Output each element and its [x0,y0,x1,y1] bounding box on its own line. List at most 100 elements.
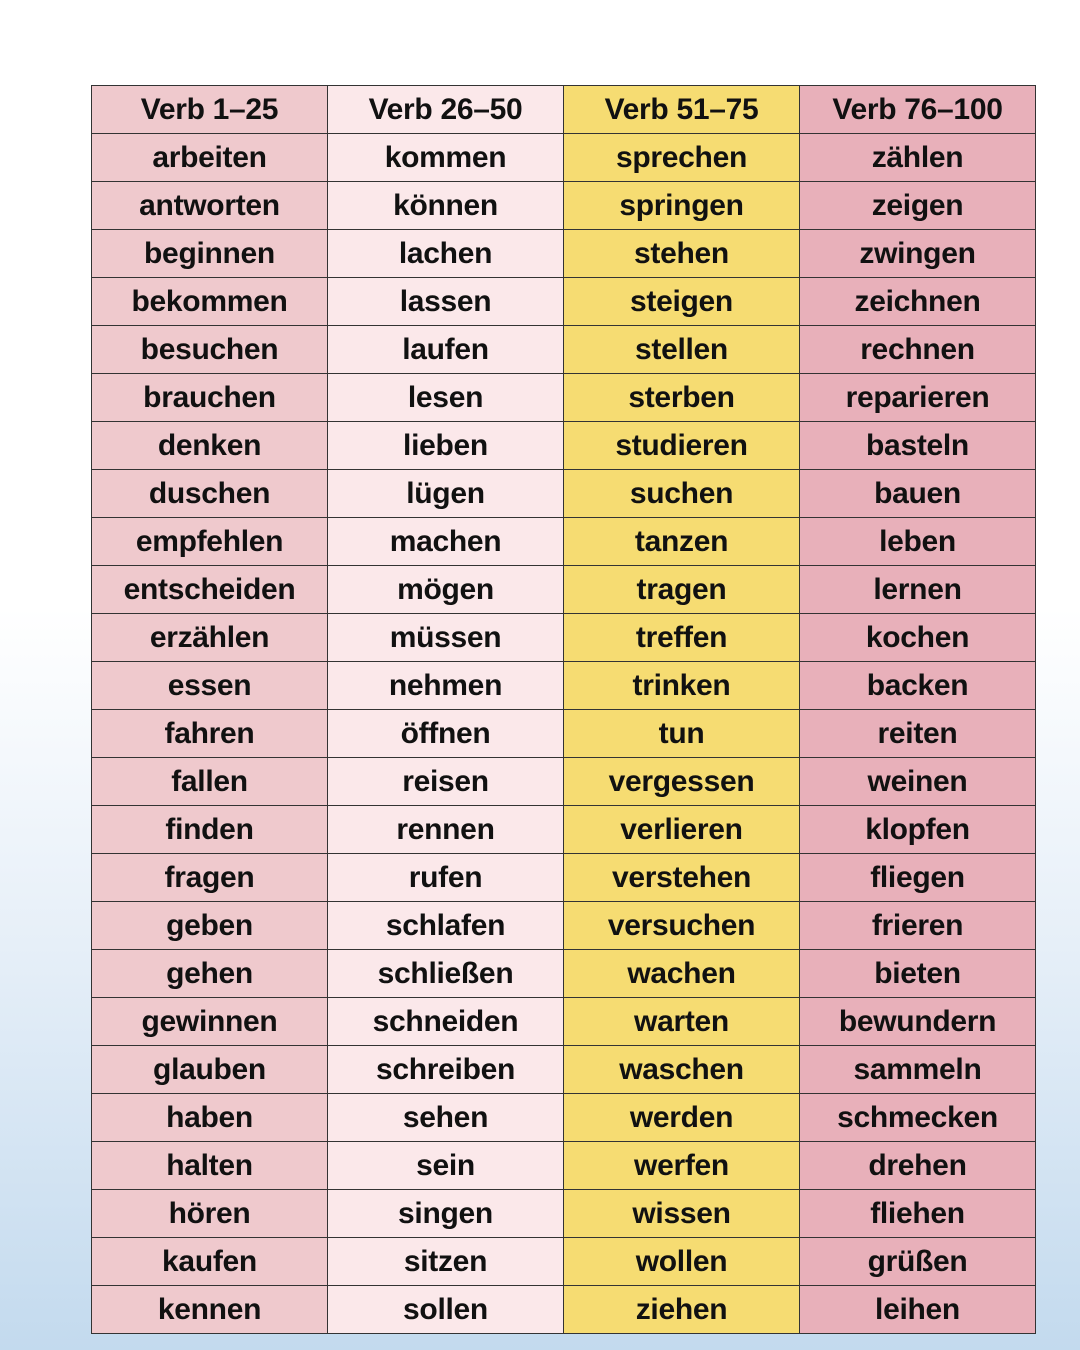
verb-cell: rechnen [799,325,1036,374]
verb-cell: rufen [327,853,564,902]
verb-cell: fallen [91,757,328,806]
verb-cell: antworten [91,181,328,230]
table-row: finden rennen verlieren klopfen [91,805,1036,854]
verb-cell: kochen [799,613,1036,662]
verb-cell: denken [91,421,328,470]
verb-table: Verb 1–25 Verb 26–50 Verb 51–75 Verb 76–100… [91,85,1036,1334]
verb-cell: werden [563,1093,800,1142]
verb-cell: zeichnen [799,277,1036,326]
verb-cell: fahren [91,709,328,758]
verb-cell: schlafen [327,901,564,950]
verb-cell: tanzen [563,517,800,566]
table-row: geben schlafen versuchen frieren [91,901,1036,950]
table-row: fallen reisen vergessen weinen [91,757,1036,806]
verb-cell: backen [799,661,1036,710]
table-row: haben sehen werden schmecken [91,1093,1036,1142]
verb-cell: gehen [91,949,328,998]
table-row: denken lieben studieren basteln [91,421,1036,470]
verb-cell: sammeln [799,1045,1036,1094]
verb-cell: geben [91,901,328,950]
verb-cell: suchen [563,469,800,518]
verb-cell: vergessen [563,757,800,806]
verb-cell: zwingen [799,229,1036,278]
verb-cell: schreiben [327,1045,564,1094]
verb-cell: bekommen [91,277,328,326]
verb-cell: bieten [799,949,1036,998]
verb-cell: lieben [327,421,564,470]
table-row: besuchen laufen stellen rechnen [91,325,1036,374]
table-row: gehen schließen wachen bieten [91,949,1036,998]
table-row: kennen sollen ziehen leihen [91,1285,1036,1334]
table-row: essen nehmen trinken backen [91,661,1036,710]
verb-cell: drehen [799,1141,1036,1190]
verb-cell: bauen [799,469,1036,518]
verb-cell: versuchen [563,901,800,950]
verb-cell: reiten [799,709,1036,758]
verb-cell: arbeiten [91,133,328,182]
verb-cell: leihen [799,1285,1036,1334]
table-row: beginnen lachen stehen zwingen [91,229,1036,278]
verb-cell: wachen [563,949,800,998]
verb-cell: können [327,181,564,230]
verb-cell: besuchen [91,325,328,374]
verb-cell: laufen [327,325,564,374]
verb-cell: bewundern [799,997,1036,1046]
verb-cell: singen [327,1189,564,1238]
verb-cell: stehen [563,229,800,278]
verb-cell: finden [91,805,328,854]
table-row: brauchen lesen sterben reparieren [91,373,1036,422]
verb-cell: halten [91,1141,328,1190]
verb-cell: sollen [327,1285,564,1334]
verb-cell: warten [563,997,800,1046]
column-header: Verb 26–50 [327,85,564,134]
table-body: arbeiten kommen sprechen zählen antworten kön… [91,133,1036,1334]
verb-cell: wissen [563,1189,800,1238]
verb-cell: nehmen [327,661,564,710]
verb-cell: lachen [327,229,564,278]
verb-cell: essen [91,661,328,710]
verb-cell: entscheiden [91,565,328,614]
verb-cell: waschen [563,1045,800,1094]
verb-cell: kommen [327,133,564,182]
verb-cell: sitzen [327,1237,564,1286]
verb-cell: haben [91,1093,328,1142]
verb-cell: lesen [327,373,564,422]
verb-cell: studieren [563,421,800,470]
verb-cell: ziehen [563,1285,800,1334]
verb-cell: tragen [563,565,800,614]
verb-cell: zeigen [799,181,1036,230]
table-row: antworten können springen zeigen [91,181,1036,230]
verb-cell: machen [327,517,564,566]
verb-cell: reparieren [799,373,1036,422]
verb-cell: stellen [563,325,800,374]
verb-cell: klopfen [799,805,1036,854]
verb-cell: fragen [91,853,328,902]
verb-cell: leben [799,517,1036,566]
verb-cell: trinken [563,661,800,710]
table-row: arbeiten kommen sprechen zählen [91,133,1036,182]
verb-cell: beginnen [91,229,328,278]
verb-cell: schneiden [327,997,564,1046]
verb-cell: kennen [91,1285,328,1334]
verb-cell: verlieren [563,805,800,854]
verb-cell: sehen [327,1093,564,1142]
verb-cell: sprechen [563,133,800,182]
table-row: fahren öffnen tun reiten [91,709,1036,758]
verb-cell: rennen [327,805,564,854]
verb-cell: öffnen [327,709,564,758]
verb-cell: fliehen [799,1189,1036,1238]
verb-cell: grüßen [799,1237,1036,1286]
table-row: halten sein werfen drehen [91,1141,1036,1190]
verb-cell: reisen [327,757,564,806]
verb-cell: duschen [91,469,328,518]
verb-cell: zählen [799,133,1036,182]
verb-cell: hören [91,1189,328,1238]
verb-cell: lügen [327,469,564,518]
verb-cell: basteln [799,421,1036,470]
verb-cell: lassen [327,277,564,326]
table-row: kaufen sitzen wollen grüßen [91,1237,1036,1286]
table-row: bekommen lassen steigen zeichnen [91,277,1036,326]
verb-cell: werfen [563,1141,800,1190]
column-header: Verb 51–75 [563,85,800,134]
table-row: hören singen wissen fliehen [91,1189,1036,1238]
